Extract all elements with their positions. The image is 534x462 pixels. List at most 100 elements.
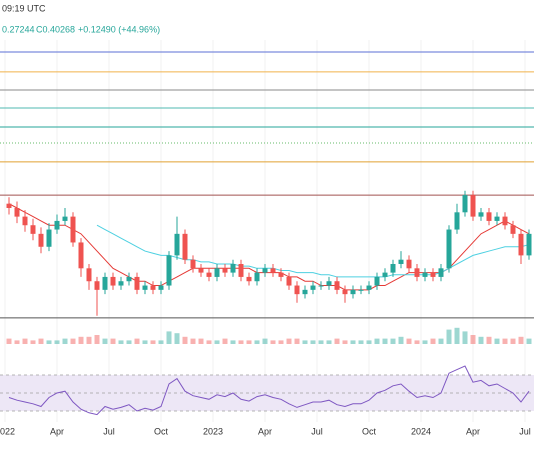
candle-body (150, 285, 156, 290)
volume-bar (470, 335, 476, 344)
candle-body (390, 264, 396, 273)
candle-body (222, 268, 228, 273)
candle-body (470, 195, 476, 217)
volume-bar (310, 340, 316, 344)
volume-bar (166, 331, 172, 344)
volume-bar (254, 340, 260, 344)
candle-body (38, 233, 44, 247)
x-tick-label: Oct (362, 426, 377, 436)
x-tick-label: Apr (50, 426, 64, 436)
candle-body (526, 233, 532, 256)
volume-bar (326, 340, 332, 344)
candle-body (86, 268, 92, 282)
candle-body (518, 233, 524, 256)
volume-bar (62, 338, 68, 344)
x-tick-label: Apr (258, 426, 272, 436)
candle-body (6, 203, 12, 208)
candle-body (398, 259, 404, 264)
volume-bar (182, 336, 188, 344)
candle-body (454, 212, 460, 230)
volume-bar (6, 338, 12, 344)
candle-body (294, 285, 300, 295)
volume-bar (342, 340, 348, 344)
volume-bar (22, 338, 28, 344)
candle-body (102, 276, 108, 290)
candle-body (134, 276, 140, 290)
candle-body (286, 276, 292, 286)
candle-body (190, 259, 196, 269)
candle-body (158, 285, 164, 290)
volume-bar (294, 338, 300, 344)
candle-body (126, 276, 132, 282)
volume-bar (14, 340, 20, 344)
volume-bar (190, 338, 196, 344)
candle-body (166, 255, 172, 286)
candle-body (334, 281, 340, 290)
candle-body (406, 259, 412, 269)
candle-body (174, 233, 180, 256)
volume-bar (302, 340, 308, 344)
candle-body (318, 285, 324, 287)
volume-bar (238, 340, 244, 344)
candle-body (30, 225, 36, 234)
candle-body (270, 268, 276, 273)
candle-body (510, 225, 516, 234)
volume-bar (158, 340, 164, 344)
candle-body (502, 216, 508, 226)
volume-bar (374, 338, 380, 344)
candle-body (494, 216, 500, 221)
volume-bar (494, 338, 500, 344)
x-tick-label: Jul (519, 426, 531, 436)
x-tick-label: 2024 (411, 426, 431, 436)
volume-bar (286, 338, 292, 344)
candle-body (198, 268, 204, 273)
volume-bar (142, 340, 148, 344)
volume-bar (270, 340, 276, 344)
candle-body (278, 272, 284, 277)
candle-body (382, 272, 388, 277)
candle-body (22, 216, 28, 226)
candle-body (62, 216, 68, 221)
volume-bar (38, 338, 44, 344)
volume-bar (462, 331, 468, 344)
candle-body (230, 264, 236, 273)
volume-bar (430, 338, 436, 344)
volume-bar (334, 338, 340, 344)
candle-body (302, 289, 308, 295)
candle-body (46, 229, 52, 247)
volume-bar (134, 338, 140, 344)
volume-bar (358, 340, 364, 344)
candle-body (54, 220, 60, 230)
volume-bar (446, 329, 452, 344)
volume-bar (206, 340, 212, 344)
candle-body (326, 281, 332, 286)
volume-bar (454, 327, 460, 344)
x-tick-label: Oct (154, 426, 169, 436)
volume-bar (526, 338, 532, 344)
volume-bar (478, 336, 484, 344)
candle-body (206, 272, 212, 277)
x-tick-label: Jul (103, 426, 115, 436)
candle-body (350, 289, 356, 295)
volume-bar (422, 340, 428, 344)
volume-bar (502, 338, 508, 344)
candle-body (478, 212, 484, 217)
candle-body (94, 281, 100, 290)
volume-bar (246, 340, 252, 344)
candle-body (14, 208, 20, 217)
volume-bar (46, 340, 52, 344)
volume-bar (366, 340, 372, 344)
candle-body (182, 233, 188, 260)
header-low: 0.27244 (2, 24, 35, 34)
moving-average (96, 224, 530, 278)
volume-bar (390, 338, 396, 344)
volume-bar (318, 340, 324, 344)
candle-body (462, 195, 468, 213)
candle-body (374, 276, 380, 286)
volume-bar (398, 336, 404, 344)
candle-body (342, 289, 348, 295)
x-tick-label: Apr (466, 426, 480, 436)
volume-bar (54, 340, 60, 344)
candle-body (70, 216, 76, 243)
candle-body (486, 212, 492, 221)
